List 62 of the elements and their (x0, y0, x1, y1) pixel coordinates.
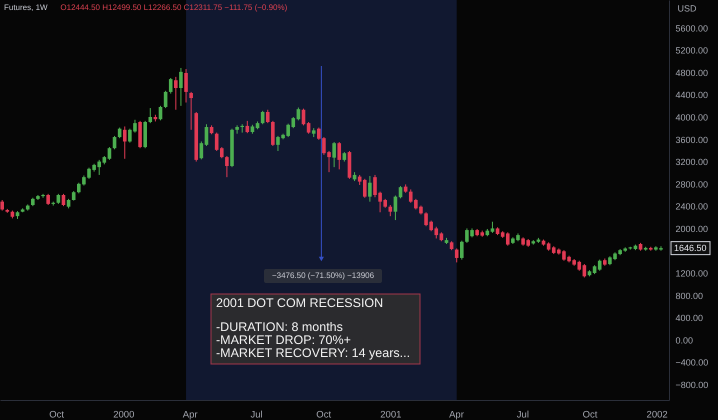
y-tick-label: −800.00 (676, 380, 708, 390)
candlestick (118, 127, 122, 139)
y-tick-label: 2000.00 (676, 224, 708, 234)
candlestick (266, 109, 270, 124)
candlestick (246, 120, 250, 134)
candlestick (342, 152, 346, 162)
candlestick (368, 176, 372, 202)
candlestick (260, 110, 264, 125)
x-tick-label: 2001 (380, 410, 402, 420)
candlestick (72, 190, 76, 202)
x-tick-label: Oct (582, 410, 598, 420)
y-tick-label: 5200.00 (676, 46, 708, 56)
candlestick (56, 193, 60, 204)
x-tick-label: 2002 (646, 410, 668, 420)
candlestick (454, 248, 458, 263)
candlestick (174, 76, 178, 110)
candlestick (332, 142, 336, 168)
candlestick (0, 200, 4, 212)
y-tick-label: 1200.00 (676, 268, 708, 278)
y-tick-label: 2800.00 (676, 179, 708, 190)
y-tick-label: 3600.00 (676, 134, 708, 145)
x-tick-label: Jul (516, 410, 529, 420)
candlestick (148, 108, 152, 124)
candlestick (164, 90, 168, 109)
chart-title: Futures, 1W (4, 3, 48, 12)
y-tick-label: 4400.00 (676, 90, 708, 100)
candlestick (184, 68, 188, 104)
candlestick (122, 126, 127, 160)
annotation: 2001 DOT COM RECESSION (216, 296, 384, 310)
x-tick-label: Apr (182, 410, 198, 420)
candlestick (158, 105, 162, 121)
candlestick (168, 77, 173, 94)
annotation: 1646.50 (674, 243, 707, 254)
y-tick-label: 4000.00 (676, 112, 708, 122)
candlestick (46, 193, 50, 206)
annotation: −3476.50 (−71.50%) −13906 (272, 271, 375, 280)
x-tick-label: Apr (449, 410, 464, 420)
candlestick (337, 142, 342, 170)
chart-subtitle: O12444.50 H12499.50 L12266.50 C12311.75 −111.75 (−0.90%) (60, 3, 288, 12)
candlestick (112, 135, 116, 150)
candlestick (225, 155, 229, 178)
candlestick (388, 204, 392, 217)
y-tick-label: 0.00 (676, 335, 694, 346)
x-tick-label: Oct (49, 410, 64, 420)
candlestick (189, 91, 193, 130)
x-tick-label: Jul (250, 410, 263, 420)
candlestick (62, 193, 66, 207)
y-tick-label: 4800.00 (676, 68, 708, 78)
candlestick (460, 240, 464, 260)
x-tick-label: 2000 (113, 410, 134, 420)
x-tick-label: Oct (316, 410, 332, 420)
y-tick-label: −400.00 (676, 358, 708, 368)
y-tick-label: 5600.00 (676, 23, 708, 34)
y-tick-label: 400.00 (676, 313, 704, 324)
y-tick-label: 800.00 (676, 290, 704, 301)
y-axis-title: USD (678, 4, 697, 14)
candlestick (179, 67, 183, 106)
y-tick-label: 2400.00 (676, 202, 708, 212)
candlestick (271, 120, 275, 146)
y-tick-label: 3200.00 (676, 157, 708, 168)
candlestick (66, 198, 70, 209)
annotation: -DURATION: 8 months -MARKET DROP: 70%+ -MARKET RECOVERY: 14 years... (216, 320, 410, 360)
